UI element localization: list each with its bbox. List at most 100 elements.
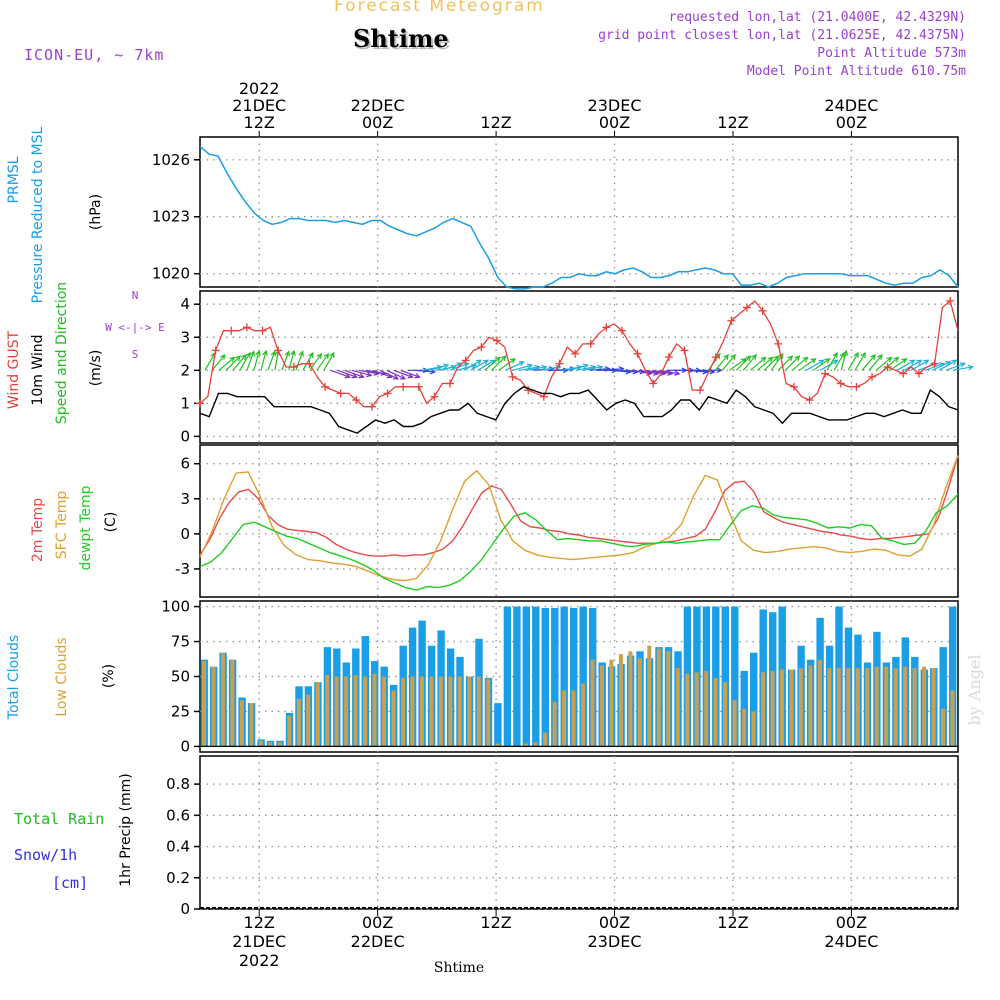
- gust-point: [914, 369, 923, 378]
- low-cloud-bar: [846, 668, 851, 747]
- low-cloud-bar: [732, 700, 737, 747]
- wind-arrow-shaft: [281, 351, 290, 371]
- wind-arrow: [344, 369, 365, 379]
- low-cloud-bar: [637, 658, 642, 747]
- low-cloud-bar: [770, 670, 775, 747]
- wind-arrow-shaft: [896, 359, 915, 371]
- series-sfc-temp-line: [199, 455, 959, 582]
- wind-arrow-shaft: [798, 358, 816, 371]
- y-tick-label: 50: [171, 668, 190, 686]
- gust-point: [196, 399, 204, 408]
- wind-arrow-head: [555, 364, 562, 371]
- low-cloud-bar: [675, 668, 680, 747]
- wind-arrow-head: [870, 353, 876, 360]
- low-cloud-bar: [419, 676, 424, 747]
- wind-arrow-shaft: [316, 353, 329, 371]
- low-cloud-bar: [486, 679, 491, 747]
- wind-arrow: [868, 353, 883, 371]
- low-cloud-bar: [344, 676, 349, 747]
- wind-arrow-shaft: [267, 351, 276, 371]
- gust-point: [336, 389, 345, 398]
- wind-arrow: [498, 358, 517, 371]
- total-clouds-label: Total Clouds: [6, 635, 22, 720]
- low-cloud-bar: [325, 675, 330, 747]
- wind-arrow-shaft: [903, 359, 922, 371]
- wind-arrow-head: [794, 355, 801, 362]
- wind-arrow-shaft: [526, 366, 547, 371]
- wind-arrow-shaft: [498, 358, 516, 371]
- low-cloud-bar: [628, 651, 633, 747]
- wind-arrow-head: [832, 351, 838, 359]
- low-cloud-bar: [495, 743, 500, 747]
- wind-arrow-head: [526, 363, 534, 369]
- bottom-time-label: 22DEC: [351, 932, 405, 951]
- wind-panel-frame: [199, 290, 959, 444]
- wind-direction-label: Speed and Direction: [54, 282, 70, 424]
- wind-arrow-head: [475, 359, 483, 365]
- low-cloud-bar: [600, 665, 604, 747]
- top-time-label: 12Z: [717, 113, 748, 132]
- gust-point: [883, 363, 892, 371]
- wind-arrow-shaft: [589, 367, 610, 371]
- wind-arrow-shaft: [617, 369, 638, 373]
- compass-north: N: [132, 289, 139, 302]
- low-cloud-bar: [817, 659, 822, 747]
- y-tick-label: 0.6: [166, 806, 190, 824]
- gust-point: [899, 369, 908, 378]
- low-cloud-bar: [457, 676, 462, 747]
- wind-arrow: [721, 353, 737, 371]
- wind-arrow-head: [901, 358, 908, 364]
- wind-arrow: [484, 356, 501, 371]
- wind-arrow-head: [832, 359, 839, 365]
- wind-arrow-head: [778, 352, 784, 359]
- low-cloud-bar: [609, 659, 614, 747]
- y-tick-label: 1020: [152, 265, 190, 283]
- wind-arrow: [777, 355, 794, 371]
- low-cloud-bar: [874, 666, 879, 747]
- top-time-label: 00Z: [362, 113, 393, 132]
- gust-point: [258, 326, 267, 335]
- wind-arrow: [512, 363, 534, 371]
- wind-arrow: [952, 364, 974, 371]
- wind-arrow-shaft: [337, 369, 357, 378]
- top-time-label: 00Z: [599, 113, 630, 132]
- gust-point: [821, 369, 830, 378]
- low-cloud-bar: [258, 740, 263, 747]
- total-cloud-bar: [570, 608, 578, 747]
- low-cloud-bar: [903, 666, 908, 747]
- bottom-time-label: 21DEC: [232, 932, 286, 951]
- snow-unit-label: [cm]: [52, 874, 88, 892]
- wind-arrow-shaft: [211, 354, 226, 371]
- gust-point: [664, 353, 673, 362]
- watermark: by Angel: [965, 654, 984, 725]
- requested-coords: requested lon,lat (21.0400E, 42.4329N): [668, 10, 966, 25]
- gust-point: [555, 359, 564, 368]
- gust-point: [211, 346, 220, 355]
- wind-arrow-shaft: [791, 356, 808, 371]
- low-cloud-bar: [751, 711, 756, 747]
- wind-arrow-shaft: [826, 352, 838, 371]
- low-cloud-bar: [798, 668, 803, 747]
- top-time-label: 2022: [239, 79, 280, 98]
- bottom-time-label: 24DEC: [824, 932, 878, 951]
- wind-arrow-shaft: [931, 361, 951, 371]
- wind-arrow-shaft: [938, 359, 957, 371]
- wind-arrow-shaft: [875, 356, 892, 371]
- y-tick-label: 3: [180, 328, 190, 346]
- gust-point: [633, 349, 642, 358]
- low-cloud-bar: [761, 672, 765, 747]
- wind-arrow-head: [308, 351, 314, 359]
- precip-panel-frame: [199, 755, 959, 910]
- total-cloud-bar: [939, 647, 947, 747]
- wind-arrow: [896, 359, 916, 371]
- gust-point: [571, 349, 580, 358]
- wind-arrow-shaft: [330, 369, 350, 378]
- wind-arrow-shaft: [379, 369, 399, 380]
- wind-arrow-head: [751, 353, 757, 360]
- wind-arrow-shaft: [568, 364, 588, 371]
- gust-point: [508, 372, 517, 381]
- wind-arrow-head: [760, 356, 767, 363]
- low-cloud-bar: [893, 668, 898, 747]
- wind-arrow-shaft: [638, 369, 659, 375]
- wind-arrow: [428, 363, 450, 371]
